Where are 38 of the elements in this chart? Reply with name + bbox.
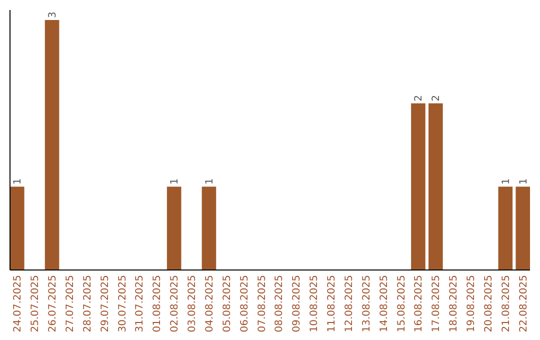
x-tick-label: 07.08.2025 bbox=[256, 275, 268, 332]
x-tick-label: 22.08.2025 bbox=[518, 275, 530, 332]
x-tick-label: 18.08.2025 bbox=[448, 275, 460, 332]
x-tick-label: 21.08.2025 bbox=[500, 275, 512, 332]
data-label: 1 bbox=[170, 178, 181, 185]
x-tick-label: 31.07.2025 bbox=[134, 275, 146, 332]
data-label: 1 bbox=[518, 178, 530, 185]
x-tick-label: 03.08.2025 bbox=[187, 275, 198, 332]
x-tick-label: 02.08.2025 bbox=[170, 275, 181, 332]
x-tick-label: 16.08.2025 bbox=[414, 275, 425, 332]
data-label: 2 bbox=[431, 94, 442, 102]
x-tick-label: 25.07.2025 bbox=[30, 275, 42, 332]
x-tick-label: 20.08.2025 bbox=[483, 275, 494, 332]
data-label: 1 bbox=[12, 178, 24, 185]
x-tick-label: 13.08.2025 bbox=[361, 275, 372, 332]
x-tick-label: 11.08.2025 bbox=[326, 275, 338, 332]
x-tick-label: 27.07.2025 bbox=[64, 275, 76, 332]
data-label: 3 bbox=[48, 12, 59, 18]
x-tick-label: 17.08.2025 bbox=[431, 275, 442, 332]
x-tick-label: 10.08.2025 bbox=[309, 275, 320, 332]
x-tick-label: 05.08.2025 bbox=[222, 275, 233, 332]
x-tick-label: 09.08.2025 bbox=[292, 275, 303, 332]
data-label: 1 bbox=[500, 178, 512, 185]
x-tick-label: 24.07.2025 bbox=[12, 275, 24, 332]
x-tick-label: 08.08.2025 bbox=[274, 275, 286, 332]
x-tick-label: 26.07.2025 bbox=[48, 275, 59, 332]
x-tick-label: 19.08.2025 bbox=[466, 275, 478, 332]
x-tick-label: 01.08.2025 bbox=[152, 275, 164, 332]
data-label: 1 bbox=[204, 178, 216, 185]
x-tick-label: 12.08.2025 bbox=[344, 275, 355, 332]
x-tick-label: 04.08.2025 bbox=[204, 275, 216, 332]
x-tick-label: 30.07.2025 bbox=[117, 275, 128, 332]
x-tick-label: 15.08.2025 bbox=[396, 275, 408, 332]
x-tick-label: 28.07.2025 bbox=[82, 275, 94, 332]
x-tick-label: 14.08.2025 bbox=[378, 275, 390, 332]
x-tick-label: 29.07.2025 bbox=[100, 275, 111, 332]
x-tick-label: 06.08.2025 bbox=[239, 275, 250, 332]
data-label: 2 bbox=[414, 94, 425, 102]
